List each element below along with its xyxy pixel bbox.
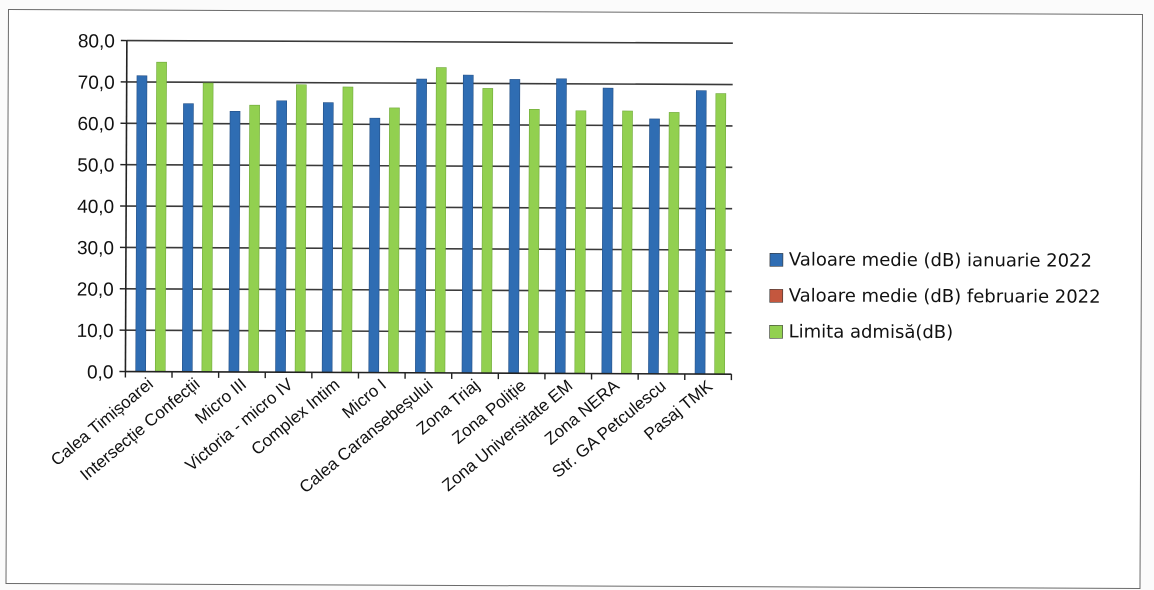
y-tick-label: 80,0: [78, 31, 115, 52]
gridlines: [125, 39, 733, 334]
y-tick-label: 30,0: [77, 238, 114, 259]
gridline: [125, 329, 732, 334]
gridline: [126, 39, 733, 44]
bar-limita: [621, 110, 633, 375]
bar-limita: [434, 67, 447, 374]
legend-swatch: [769, 289, 784, 303]
axes: [119, 39, 733, 381]
bar-ianuarie: [228, 111, 241, 373]
gridline: [125, 287, 732, 293]
bar-limita: [294, 84, 307, 373]
gridline: [125, 246, 732, 251]
bar-ianuarie: [181, 103, 194, 373]
bar-ianuarie: [321, 102, 334, 373]
y-tick-labels: 0,0 10,0 20,0 30,0 40,0 50,0 60,0 70,0 80,0: [77, 31, 115, 383]
bars: [135, 61, 727, 375]
legend-swatch: [769, 325, 783, 339]
bar-limita: [667, 112, 680, 375]
gridline: [126, 163, 733, 169]
y-tick-label: 20,0: [77, 280, 114, 301]
bar-limita: [714, 93, 727, 375]
chart-frame: 0,0 10,0 20,0 30,0 40,0 50,0 60,0 70,0 80,0 Cale…: [5, 9, 1143, 589]
bar-limita: [201, 82, 214, 373]
y-tick-label: 10,0: [77, 321, 114, 342]
gridline: [126, 205, 733, 210]
legend-label: Limita admisă(dB): [789, 321, 954, 343]
legend-label: Valoare medie (dB) februarie 2022: [789, 285, 1101, 307]
bar-chart: 0,0 10,0 20,0 30,0 40,0 50,0 60,0 70,0 80,0 Cale…: [47, 31, 1101, 497]
bar-limita: [388, 107, 400, 374]
legend-swatch: [769, 253, 784, 267]
y-tick-label: 60,0: [77, 114, 114, 135]
y-tick-label: 40,0: [77, 197, 114, 218]
bar-limita: [574, 110, 587, 374]
y-tick-label: 0,0: [87, 362, 114, 383]
bar-limita: [341, 86, 354, 373]
bar-ianuarie: [368, 117, 381, 373]
bar-ianuarie: [135, 75, 148, 372]
y-axis-line: [124, 40, 128, 372]
bar-ianuarie: [601, 87, 614, 374]
bar-ianuarie: [554, 78, 567, 374]
bar-limita: [527, 109, 540, 374]
gridline: [126, 81, 733, 86]
bar-limita: [481, 88, 494, 374]
legend: Valoare medie (dB) ianuarie 2022 Valoare …: [769, 249, 1101, 343]
y-tick-label: 50,0: [77, 155, 114, 176]
bar-ianuarie: [461, 74, 474, 374]
bar-limita: [248, 104, 260, 373]
legend-label: Valoare medie (dB) ianuarie 2022: [789, 249, 1092, 271]
bar-ianuarie: [275, 100, 288, 373]
bar-ianuarie: [508, 79, 521, 374]
bar-ianuarie: [648, 118, 660, 375]
gridline: [126, 122, 733, 127]
bar-ianuarie: [415, 78, 427, 374]
x-axis-line: [125, 370, 732, 375]
y-tick-label: 70,0: [78, 73, 115, 94]
bar-limita: [154, 61, 167, 372]
bar-ianuarie: [694, 90, 707, 375]
